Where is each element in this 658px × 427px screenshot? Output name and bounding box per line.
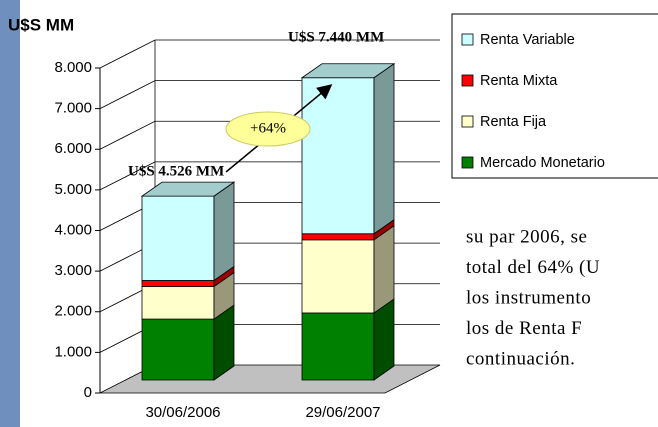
legend-label: Renta Variable: [480, 32, 575, 48]
bar-segment: [141, 195, 215, 281]
bar-segment: [301, 233, 375, 241]
y-tick-label: 5.000: [54, 181, 92, 198]
bar-segment: [141, 280, 215, 287]
bar-top: [140, 181, 236, 197]
body-text-line: continuación.: [466, 348, 575, 369]
y-tick-label: 2.000: [54, 303, 92, 320]
body-text-line: su par 2006, se: [466, 226, 587, 247]
y-tick-label: 0: [84, 384, 92, 401]
bar-side: [213, 181, 235, 282]
x-tick-label: 30/06/2006: [145, 404, 220, 421]
legend-swatch: [461, 156, 474, 169]
body-text-line: total del 64% (U: [466, 257, 600, 278]
bar-segment: [301, 77, 375, 235]
y-tick-label: 3.000: [54, 262, 92, 279]
side-strip: [0, 0, 20, 427]
grid-line: [99, 39, 440, 69]
x-tick-label: 29/06/2007: [305, 404, 380, 421]
y-tick-label: 8.000: [54, 59, 92, 76]
bar-segment: [301, 239, 375, 314]
legend-box: [451, 13, 658, 179]
legend-label: Renta Fija: [480, 114, 547, 130]
y-tick-label: 1.000: [54, 343, 92, 360]
bar-segment: [141, 318, 215, 381]
legend-swatch: [461, 115, 474, 128]
y-tick-label: 7.000: [54, 100, 92, 117]
y-tick-label: 6.000: [54, 140, 92, 157]
y-axis-label: U$S MM: [8, 15, 74, 34]
body-text-line: los instrumento: [466, 287, 591, 308]
bar-side: [373, 225, 395, 314]
bar-segment: [141, 286, 215, 320]
y-tick-label: 4.000: [54, 221, 92, 238]
legend-swatch: [461, 33, 474, 46]
bar-segment: [301, 312, 375, 381]
body-text: su par 2006, se total del 64% (U los instr…: [466, 226, 600, 369]
annotation: U$S 4.526 MM: [128, 163, 224, 179]
legend-label: Renta Mixta: [480, 73, 558, 89]
body-text-line: los de Renta F: [466, 318, 582, 339]
growth-bubble: [225, 111, 311, 147]
legend-label: Mercado Monetario: [480, 155, 605, 171]
legend-swatch: [461, 74, 474, 87]
bar-side: [373, 62, 395, 235]
annotation: U$S 7.440 MM: [288, 29, 384, 45]
bar-top: [300, 63, 396, 79]
annotation: +64%: [250, 120, 286, 136]
